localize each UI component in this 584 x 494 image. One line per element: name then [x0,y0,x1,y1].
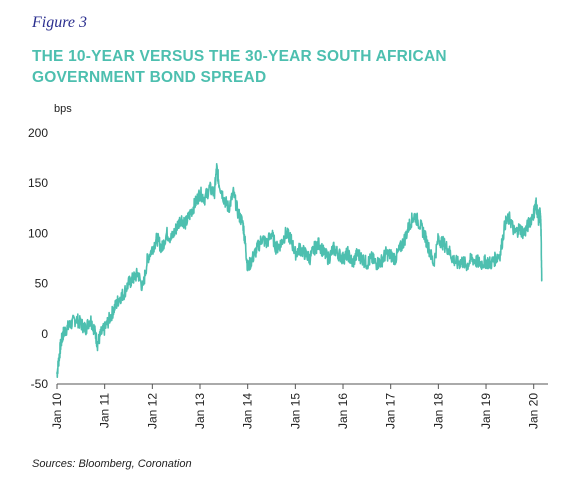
x-tick-label: Jan 20 [527,393,541,429]
y-axis-label: bps [54,103,72,115]
y-tick-label: 150 [28,176,48,190]
chart-title: THE 10-YEAR VERSUS THE 30-YEAR SOUTH AFR… [32,48,447,86]
x-tick-label: Jan 10 [50,393,64,429]
y-ticks: -50 0 50 100 150 200 [28,126,48,391]
x-tick-label: Jan 15 [288,393,302,429]
x-tick-label: Jan 18 [431,393,445,429]
y-tick-label: 0 [41,327,48,341]
y-tick-label: 200 [28,126,48,140]
x-ticks: Jan 10 Jan 11 Jan 12 Jan 13 Jan 14 Jan 15 Jan … [50,384,541,429]
source-note: Sources: Bloomberg, Coronation [32,458,192,470]
figure-label: Figure 3 [32,14,87,31]
x-tick-label: Jan 11 [98,393,112,428]
y-tick-label: 50 [35,277,49,291]
x-tick-label: Jan 13 [193,393,207,429]
y-tick-label: 100 [28,226,48,240]
y-tick-label: -50 [31,377,49,391]
x-tick-label: Jan 16 [336,393,350,429]
x-tick-label: Jan 14 [241,393,255,429]
x-tick-label: Jan 12 [145,393,159,429]
x-tick-label: Jan 17 [384,393,398,429]
x-tick-label: Jan 19 [479,393,493,429]
series-line [56,163,543,378]
